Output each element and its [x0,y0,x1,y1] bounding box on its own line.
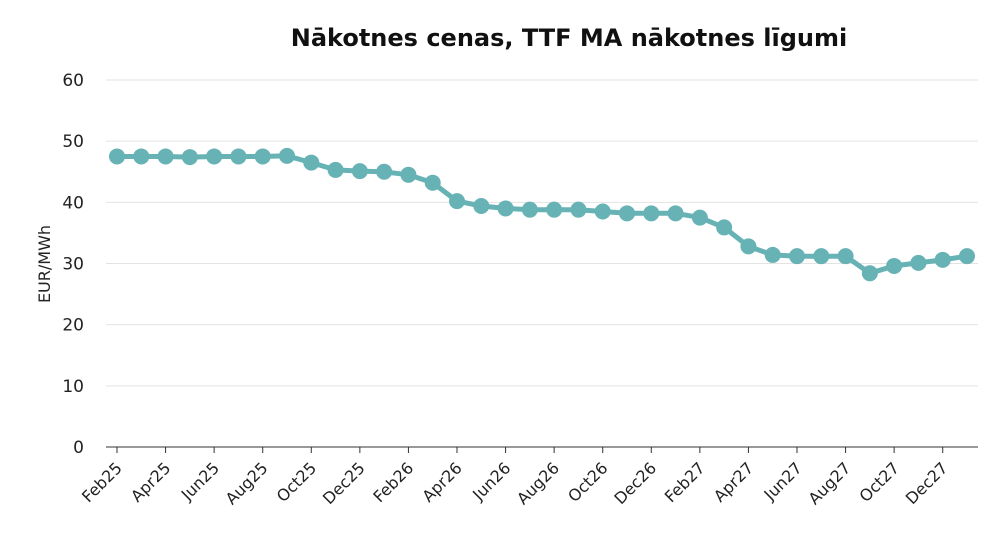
chart-title: Nākotnes cenas, TTF MA nākotnes līgumi [291,24,847,52]
data-point [764,246,781,263]
data-point [303,154,320,171]
y-tick-label: 30 [62,255,84,275]
data-point [181,149,198,166]
data-point [206,148,223,165]
data-point [546,201,563,218]
data-point [376,163,393,180]
data-point [133,148,150,165]
data-points [109,147,975,282]
x-tick-label: Dec27 [902,458,952,508]
data-point [886,257,903,274]
data-point [716,219,733,236]
x-tick-label: Feb26 [369,458,417,506]
data-point [449,193,465,210]
data-point [109,148,125,165]
x-tick-label: Oct27 [856,458,903,505]
data-point [497,200,514,217]
x-tick-label: Aug27 [804,458,854,508]
x-tick-label: Jun27 [760,458,806,504]
data-point [400,166,417,183]
data-point [789,248,805,265]
y-tick-label: 40 [62,193,84,213]
y-tick-label: 10 [62,377,84,397]
y-tick-labels: 0 10 20 30 40 50 60 [62,71,84,458]
x-tick-label: Aug26 [513,458,563,508]
data-point [570,201,587,218]
data-point [813,248,830,265]
data-point [327,161,344,178]
data-point [230,148,247,165]
x-tick-label: Aug25 [222,458,272,508]
data-point [643,205,660,222]
data-point [157,148,174,165]
data-point [910,254,927,271]
data-point [691,209,708,226]
y-tick-label: 20 [62,316,84,336]
data-point [424,174,441,191]
x-tick-label: Jun26 [468,458,514,504]
grid-lines [106,79,978,387]
data-point [740,238,757,255]
data-point [254,148,271,165]
x-tick-label: Oct26 [564,458,611,505]
data-point [934,251,951,268]
data-point [837,248,854,265]
data-point [594,203,611,220]
data-point [959,248,975,265]
y-tick-label: 50 [62,132,84,152]
x-tick-label: Feb27 [661,458,709,506]
data-point [279,147,295,164]
data-point [521,201,538,218]
data-point [473,198,490,215]
x-tick-label: Feb25 [78,458,126,506]
y-tick-label: 0 [73,438,84,458]
data-point [667,205,684,222]
x-tick-label: Jun25 [177,458,223,504]
data-point [619,205,635,222]
y-axis-label: EUR/MWh [35,225,54,303]
x-tick-label: Apr25 [127,458,174,505]
data-point [351,163,368,180]
data-point [861,265,878,282]
x-tick-label: Apr27 [710,458,757,505]
x-tick-label: Dec26 [610,458,660,508]
x-tick-label: Dec25 [319,458,369,508]
x-tick-label: Apr26 [418,458,465,505]
x-tick-label: Oct25 [273,458,320,505]
y-tick-label: 60 [62,71,84,91]
